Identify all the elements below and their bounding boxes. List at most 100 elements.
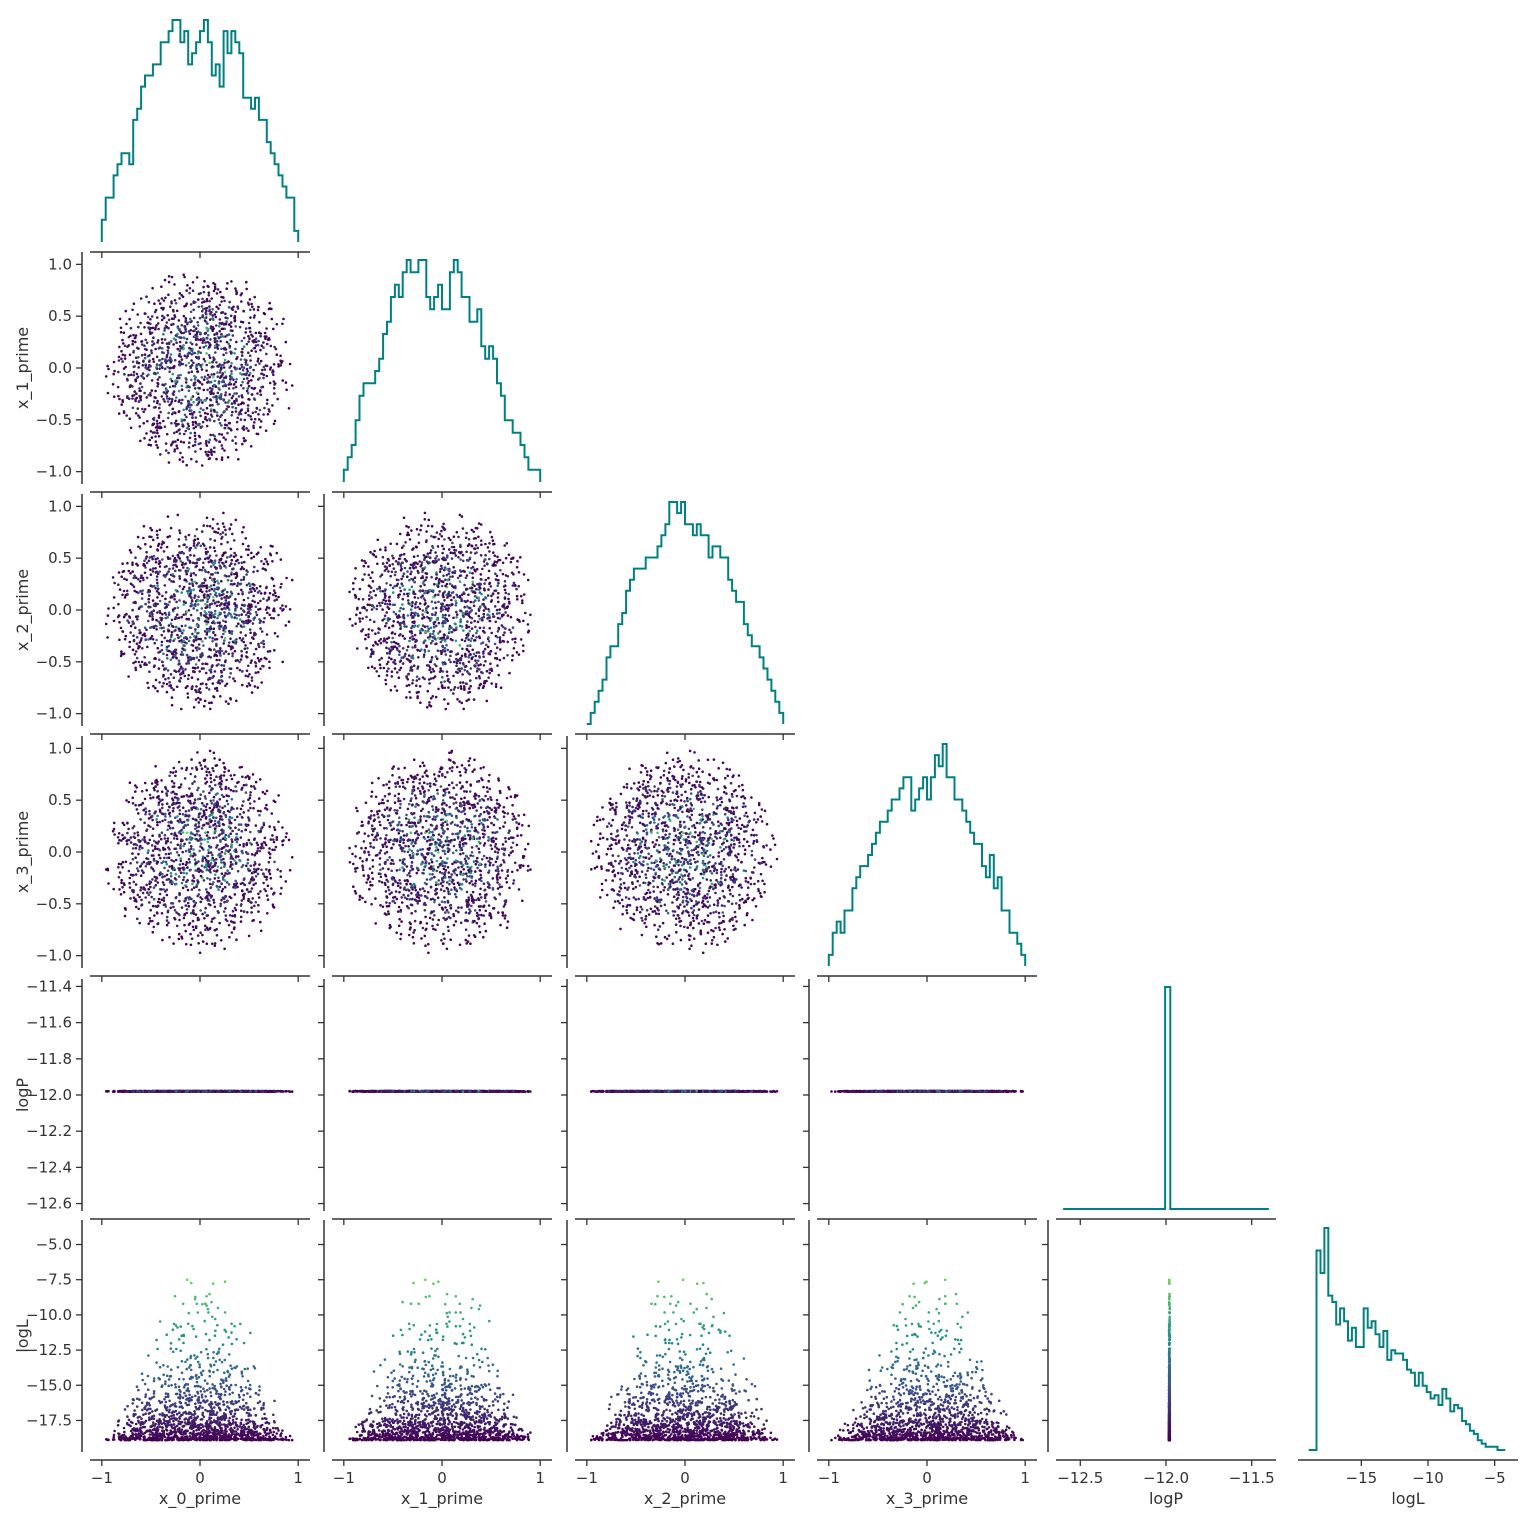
scatter-point (526, 623, 530, 626)
scatter-point (431, 607, 435, 610)
scatter-point (156, 646, 160, 650)
scatter-point (131, 397, 134, 400)
scatter-point (259, 389, 262, 392)
scatter-point (455, 613, 459, 616)
scatter-point (484, 660, 487, 663)
scatter-point (228, 393, 231, 396)
scatter-point (182, 585, 186, 589)
scatter-point (229, 523, 233, 526)
scatter-point (169, 673, 173, 676)
scatter-point (223, 804, 227, 808)
scatter-point (229, 832, 232, 835)
scatter-point (239, 567, 243, 571)
scatter-point (388, 617, 392, 621)
scatter-point (156, 549, 160, 552)
scatter-point (213, 944, 217, 947)
scatter-point (516, 598, 519, 601)
scatter-point (125, 414, 128, 417)
scatter-point (425, 607, 428, 610)
scatter-point (237, 622, 240, 625)
scatter-point (133, 653, 137, 656)
scatter-point (482, 560, 486, 563)
scatter-point (252, 594, 255, 598)
scatter-point (154, 785, 157, 788)
scatter-point (158, 302, 162, 305)
scatter-point (217, 582, 220, 585)
scatter-point (430, 534, 433, 538)
scatter-point (404, 652, 407, 656)
scatter-point (499, 648, 502, 651)
scatter-point (218, 921, 221, 925)
scatter-point (222, 410, 226, 413)
scatter-point (168, 403, 171, 407)
scatter-point (120, 878, 123, 882)
scatter-point (398, 622, 401, 625)
scatter-point (208, 784, 211, 788)
scatter-point (172, 310, 175, 313)
scatter-point (222, 795, 225, 799)
scatter-point (432, 626, 436, 629)
scatter-point (164, 605, 168, 609)
scatter-point (208, 554, 212, 558)
scatter-point (513, 641, 517, 644)
scatter-point (131, 648, 135, 652)
scatter-point (217, 876, 220, 880)
scatter-point (169, 635, 173, 639)
scatter-point (211, 595, 215, 599)
scatter-point (407, 683, 411, 687)
scatter-point (196, 352, 200, 355)
scatter-point (413, 592, 417, 596)
scatter-point (222, 366, 226, 369)
scatter-point (161, 664, 165, 667)
scatter-point (177, 659, 181, 662)
scatter-point (200, 305, 204, 308)
scatter-point (190, 409, 193, 412)
scatter-point (161, 613, 164, 616)
scatter-point (213, 344, 217, 348)
scatter-point (246, 607, 250, 611)
scatter-point (434, 551, 437, 554)
scatter-point (259, 332, 263, 335)
scatter-point (234, 576, 238, 580)
scatter-point (368, 618, 372, 622)
scatter-point (203, 316, 206, 320)
scatter-point (453, 551, 456, 555)
scatter-point (251, 411, 255, 415)
scatter-point (392, 620, 396, 623)
scatter-point (172, 393, 175, 397)
scatter-point (247, 303, 251, 306)
scatter-point (188, 861, 191, 864)
scatter-point (235, 617, 238, 620)
scatter-point (172, 431, 176, 435)
scatter-point (428, 637, 431, 641)
scatter-point (400, 582, 404, 585)
scatter-point (439, 640, 443, 644)
scatter-point (152, 400, 156, 403)
scatter-point (248, 337, 251, 341)
scatter-point (250, 676, 254, 679)
scatter-point (392, 640, 396, 644)
scatter-point (154, 440, 158, 443)
scatter-point (458, 594, 462, 598)
scatter-point (445, 670, 449, 673)
scatter-point (234, 287, 237, 290)
scatter-point (235, 377, 238, 381)
scatter-point (120, 403, 123, 406)
scatter-point (484, 542, 487, 546)
scatter-point (136, 618, 139, 621)
scatter-point (256, 308, 260, 312)
scatter-point (190, 412, 194, 415)
scatter-point (242, 387, 245, 390)
scatter-point (226, 405, 229, 408)
scatter-x_1_prime-vs-x_0_prime (104, 273, 294, 467)
scatter-point (503, 588, 507, 592)
scatter-point (153, 664, 156, 667)
scatter-point (458, 644, 462, 647)
scatter-point (141, 407, 144, 411)
scatter-point (204, 415, 207, 419)
scatter-point (212, 318, 215, 322)
scatter-point (140, 343, 144, 346)
scatter-point (186, 684, 189, 688)
scatter-point (437, 600, 440, 604)
scatter-point (200, 368, 204, 371)
